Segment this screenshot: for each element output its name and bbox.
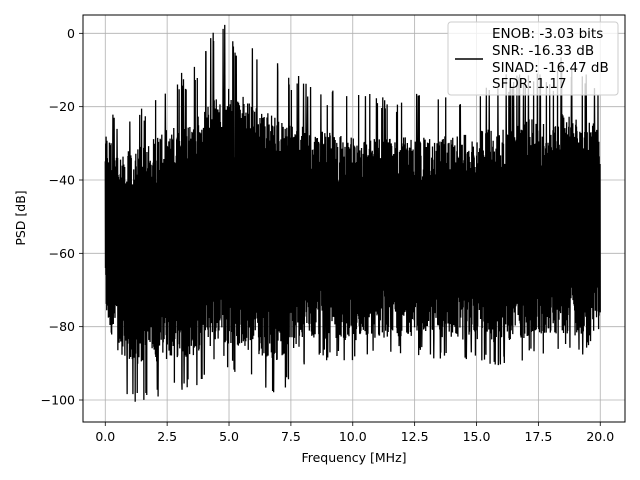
y-tick-label: −20 [49, 99, 75, 114]
y-tick-label: −60 [49, 246, 75, 261]
legend-entry-snr: SNR: -16.33 dB [492, 43, 594, 59]
x-tick-label: 15.0 [463, 429, 491, 444]
x-tick-label: 17.5 [524, 429, 552, 444]
legend-entry-sfdr: SFDR: 1.17 [492, 76, 567, 92]
y-tick-label: −100 [41, 393, 75, 408]
x-tick-label: 20.0 [586, 429, 614, 444]
plot-area [104, 24, 601, 402]
y-tick-label: 0 [67, 26, 75, 41]
x-axis-label: Frequency [MHz] [301, 450, 406, 465]
axes-frame [82, 14, 626, 423]
x-axis-ticks: 0.0 2.5 5.0 7.5 10.0 12.5 15.0 17.5 20.0 [95, 422, 614, 444]
x-tick-label: 0.0 [95, 429, 115, 444]
psd-series-line [104, 24, 601, 402]
legend-entry-sinad: SINAD: -16.47 dB [492, 60, 609, 76]
y-axis-ticks: 0 −20 −40 −60 −80 −100 [41, 26, 83, 408]
legend: ENOB: -3.03 bits SNR: -16.33 dB SINAD: -… [447, 21, 619, 96]
x-tick-label: 10.0 [339, 429, 367, 444]
x-tick-label: 5.0 [219, 429, 239, 444]
y-tick-label: −80 [49, 319, 75, 334]
x-tick-label: 7.5 [281, 429, 301, 444]
y-axis-label: PSD [dB] [13, 190, 28, 245]
x-tick-label: 2.5 [157, 429, 177, 444]
legend-box [447, 21, 619, 96]
x-tick-label: 12.5 [401, 429, 429, 444]
legend-entry-enob: ENOB: -3.03 bits [492, 26, 603, 42]
y-tick-label: −40 [49, 173, 75, 188]
